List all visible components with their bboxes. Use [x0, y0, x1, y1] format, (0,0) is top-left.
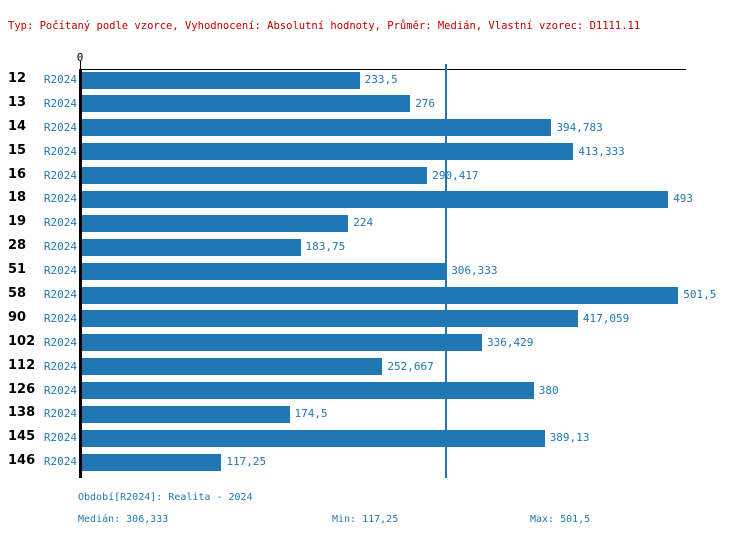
row-series-label: R2024: [43, 168, 77, 182]
bar: [82, 95, 411, 113]
bar-value-label: 389,13: [549, 431, 590, 445]
row-series-label: R2024: [43, 288, 77, 302]
row-id-label: 126: [8, 381, 36, 397]
bar: [82, 286, 679, 304]
chart-row: 126 R2024 380: [0, 379, 750, 403]
row-series-label: R2024: [43, 144, 77, 158]
row-id-label: 146: [8, 453, 36, 469]
chart-row: 16 R2024 290,417: [0, 164, 750, 188]
row-series-label: R2024: [43, 455, 77, 469]
row-id-label: 51: [8, 262, 27, 278]
row-series-label: R2024: [43, 431, 77, 445]
chart-row: 138 R2024 174,5: [0, 402, 750, 426]
bar-value-label: 394,783: [556, 120, 603, 134]
bar-value-label: 501,5: [683, 288, 717, 302]
row-series-label: R2024: [43, 216, 77, 230]
bar-value-label: 413,333: [578, 144, 625, 158]
chart-row: 12 R2024 233,5: [0, 68, 750, 92]
median-line: [445, 64, 448, 478]
row-series-label: R2024: [43, 359, 77, 373]
bar: [82, 262, 447, 280]
bar: [82, 214, 349, 232]
row-id-label: 90: [8, 309, 27, 325]
row-id-label: 138: [8, 405, 36, 421]
chart-row: 18 R2024 493: [0, 187, 750, 211]
bar-value-label: 224: [353, 216, 374, 230]
bar: [82, 143, 574, 161]
chart-row: 90 R2024 417,059: [0, 307, 750, 331]
max-stat: Max: 501,5: [530, 514, 591, 525]
axis-zero-label: 0: [76, 51, 84, 64]
chart-row: 13 R2024 276: [0, 92, 750, 116]
bar: [82, 119, 552, 137]
row-id-label: 145: [8, 429, 36, 445]
bar: [82, 382, 534, 400]
bar-value-label: 183,75: [305, 240, 346, 254]
row-id-label: 15: [8, 142, 27, 158]
median-stat: Medián: 306,333: [78, 514, 169, 525]
row-id-label: 102: [8, 333, 36, 349]
bar: [82, 405, 290, 423]
chart-row: 15 R2024 413,333: [0, 140, 750, 164]
bar: [82, 167, 428, 185]
row-id-label: 18: [8, 190, 27, 206]
chart-row: 112 R2024 252,667: [0, 355, 750, 379]
row-series-label: R2024: [43, 311, 77, 325]
period-label: Období[R2024]: Realita - 2024: [78, 492, 253, 503]
row-series-label: R2024: [43, 264, 77, 278]
row-series-label: R2024: [43, 335, 77, 349]
chart-config-line: Typ: Počítaný podle vzorce, Vyhodnocení:…: [8, 20, 641, 32]
bar-value-label: 174,5: [294, 407, 328, 421]
axis-baseline: [79, 69, 82, 478]
row-series-label: R2024: [43, 73, 77, 86]
axis-top-line: [80, 69, 686, 70]
bar-value-label: 417,059: [582, 311, 630, 325]
bar-value-label: 252,667: [387, 359, 434, 373]
bar-value-label: 233,5: [364, 73, 398, 86]
axis-zero-tick: [80, 61, 81, 70]
bar: [82, 334, 482, 352]
row-series-label: R2024: [43, 407, 77, 421]
row-series-label: R2024: [43, 383, 77, 397]
row-id-label: 13: [8, 94, 27, 110]
bar: [82, 71, 360, 89]
bar-value-label: 290,417: [432, 168, 479, 182]
chart-row: 145 R2024 389,13: [0, 426, 750, 450]
bar: [82, 453, 222, 471]
row-series-label: R2024: [43, 120, 77, 134]
row-id-label: 19: [8, 214, 27, 230]
chart-row: 146 R2024 117,25: [0, 450, 750, 474]
row-series-label: R2024: [43, 240, 77, 254]
row-id-label: 16: [8, 166, 27, 182]
bar-rows: 12 R2024 233,5 13 R2024 276 14 R2024 394,783 15 R2…: [0, 68, 750, 474]
chart-row: 14 R2024 394,783: [0, 116, 750, 140]
chart-row: 19 R2024 224: [0, 211, 750, 235]
chart-row: 28 R2024 183,75: [0, 235, 750, 259]
bar-value-label: 493: [673, 192, 694, 206]
bar-value-label: 306,333: [451, 264, 498, 278]
chart-row: 58 R2024 501,5: [0, 283, 750, 307]
bar-value-label: 336,429: [487, 335, 534, 349]
bar-value-label: 380: [538, 383, 559, 397]
chart-row: 102 R2024 336,429: [0, 331, 750, 355]
chart-row: 51 R2024 306,333: [0, 259, 750, 283]
row-id-label: 14: [8, 118, 27, 134]
min-stat: Min: 117,25: [332, 514, 399, 525]
bar-value-label: 117,25: [226, 455, 267, 469]
row-id-label: 112: [8, 357, 36, 373]
row-id-label: 28: [8, 238, 27, 254]
bar-value-label: 276: [415, 96, 436, 110]
bar: [82, 429, 545, 447]
bar: [82, 190, 669, 208]
bar: [82, 358, 383, 376]
row-series-label: R2024: [43, 192, 77, 206]
bar: [82, 238, 301, 256]
row-id-label: 58: [8, 286, 27, 302]
row-series-label: R2024: [43, 96, 77, 110]
row-id-label: 12: [8, 71, 27, 86]
bar: [82, 310, 578, 328]
